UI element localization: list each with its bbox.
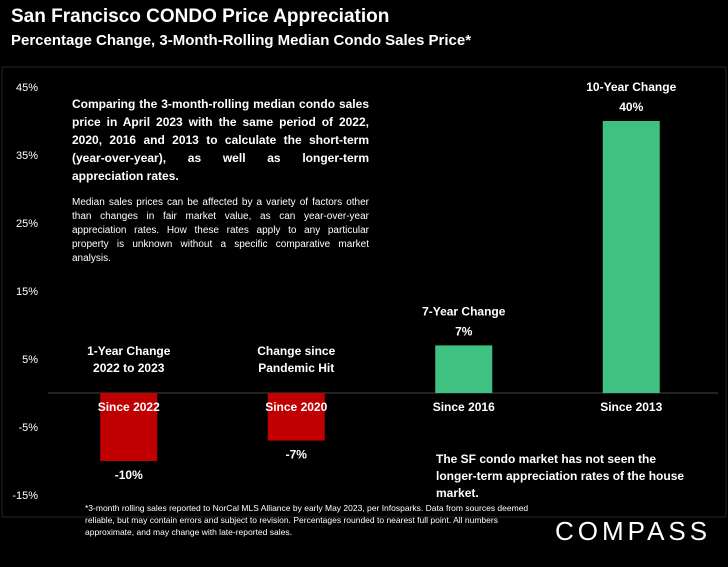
value-label: -7% — [286, 448, 308, 462]
bar-header-label: Pandemic Hit — [258, 361, 334, 375]
category-label: Since 2016 — [433, 400, 495, 414]
y-tick-label: 35% — [16, 150, 38, 162]
y-tick-label: 5% — [22, 354, 38, 366]
bar — [100, 393, 158, 461]
chart-annotation-sub: Median sales prices can be affected by a… — [72, 197, 369, 264]
y-tick-label: 15% — [16, 286, 38, 298]
y-tick-label: 25% — [16, 218, 38, 230]
y-tick-label: -15% — [12, 490, 38, 502]
value-label: 40% — [619, 100, 643, 114]
bar — [435, 345, 493, 393]
category-label: Since 2022 — [98, 400, 160, 414]
compass-logo: COMPASS — [555, 516, 712, 546]
bar-header-label: 2022 to 2023 — [93, 361, 165, 375]
bar — [267, 393, 325, 441]
value-label: -10% — [115, 468, 143, 482]
category-label: Since 2013 — [600, 400, 662, 414]
chart-subtitle: Percentage Change, 3-Month-Rolling Media… — [11, 32, 472, 49]
y-tick-label: 45% — [16, 82, 38, 94]
bar-header-label: 10-Year Change — [586, 80, 676, 94]
footnote: *3-month rolling sales reported to NorCa… — [85, 503, 529, 537]
bar-header-label: 7-Year Change — [422, 304, 506, 318]
chart-frame — [1, 66, 727, 518]
chart-title: San Francisco CONDO Price Appreciation — [11, 6, 390, 27]
y-tick-label: -5% — [18, 422, 38, 434]
value-label: 7% — [455, 324, 473, 338]
bar — [602, 121, 660, 393]
bar-header-label: Change since — [257, 344, 335, 358]
chart-annotation-main: Comparing the 3-month-rolling median con… — [72, 97, 369, 183]
bar-header-label: 1-Year Change — [87, 344, 171, 358]
chart-annotation-right: The SF condo market has not seen the lon… — [436, 452, 685, 500]
category-label: Since 2020 — [265, 400, 327, 414]
